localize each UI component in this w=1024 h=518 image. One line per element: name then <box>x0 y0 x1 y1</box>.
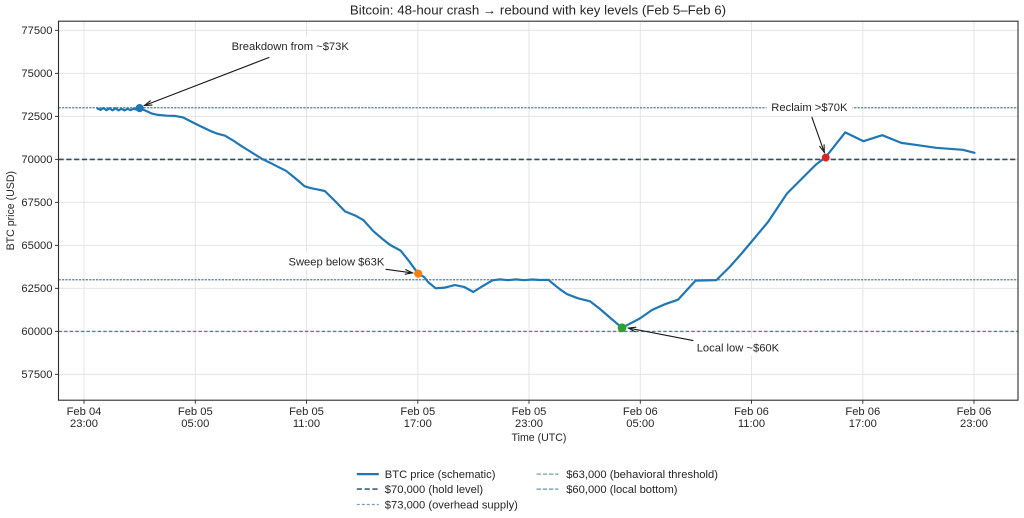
svg-text:67500: 67500 <box>21 197 52 209</box>
svg-text:Feb 05: Feb 05 <box>512 406 547 418</box>
svg-text:Time (UTC): Time (UTC) <box>512 432 567 444</box>
svg-text:Breakdown from ~$73K: Breakdown from ~$73K <box>232 41 350 53</box>
svg-text:Feb 05: Feb 05 <box>289 406 324 418</box>
svg-text:Feb 05: Feb 05 <box>400 406 435 418</box>
svg-text:17:00: 17:00 <box>404 418 432 430</box>
svg-text:Reclaim >$70K: Reclaim >$70K <box>771 102 848 114</box>
svg-text:Local low ~$60K: Local low ~$60K <box>697 343 780 355</box>
svg-text:Sweep below $63K: Sweep below $63K <box>289 257 385 269</box>
svg-text:11:00: 11:00 <box>738 418 765 430</box>
svg-text:23:00: 23:00 <box>70 418 98 430</box>
svg-text:65000: 65000 <box>21 240 52 252</box>
svg-text:Bitcoin: 48-hour crash → rebou: Bitcoin: 48-hour crash → rebound with ke… <box>350 2 726 17</box>
svg-text:$73,000 (overhead supply): $73,000 (overhead supply) <box>385 499 518 511</box>
svg-text:BTC price (USD): BTC price (USD) <box>5 171 17 250</box>
svg-text:23:00: 23:00 <box>515 418 543 430</box>
svg-text:17:00: 17:00 <box>849 418 877 430</box>
svg-text:Feb 06: Feb 06 <box>957 406 992 418</box>
svg-text:05:00: 05:00 <box>626 418 654 430</box>
svg-text:Feb 06: Feb 06 <box>734 406 769 418</box>
svg-text:75000: 75000 <box>21 68 52 80</box>
svg-text:11:00: 11:00 <box>293 418 320 430</box>
svg-text:Feb 06: Feb 06 <box>623 406 658 418</box>
svg-text:Feb 04: Feb 04 <box>67 406 102 418</box>
svg-text:$60,000 (local bottom): $60,000 (local bottom) <box>566 484 678 496</box>
svg-text:57500: 57500 <box>21 369 52 381</box>
svg-text:72500: 72500 <box>21 111 52 123</box>
svg-text:62500: 62500 <box>21 283 52 295</box>
svg-text:BTC price (schematic): BTC price (schematic) <box>385 469 496 481</box>
svg-text:60000: 60000 <box>21 326 52 338</box>
svg-text:23:00: 23:00 <box>960 418 988 430</box>
svg-text:$70,000 (hold level): $70,000 (hold level) <box>385 484 484 496</box>
svg-text:Feb 06: Feb 06 <box>845 406 880 418</box>
svg-text:70000: 70000 <box>21 154 52 166</box>
svg-text:05:00: 05:00 <box>181 418 209 430</box>
svg-text:Feb 05: Feb 05 <box>178 406 213 418</box>
svg-text:$63,000 (behavioral threshold): $63,000 (behavioral threshold) <box>566 469 718 481</box>
svg-text:77500: 77500 <box>21 25 52 37</box>
